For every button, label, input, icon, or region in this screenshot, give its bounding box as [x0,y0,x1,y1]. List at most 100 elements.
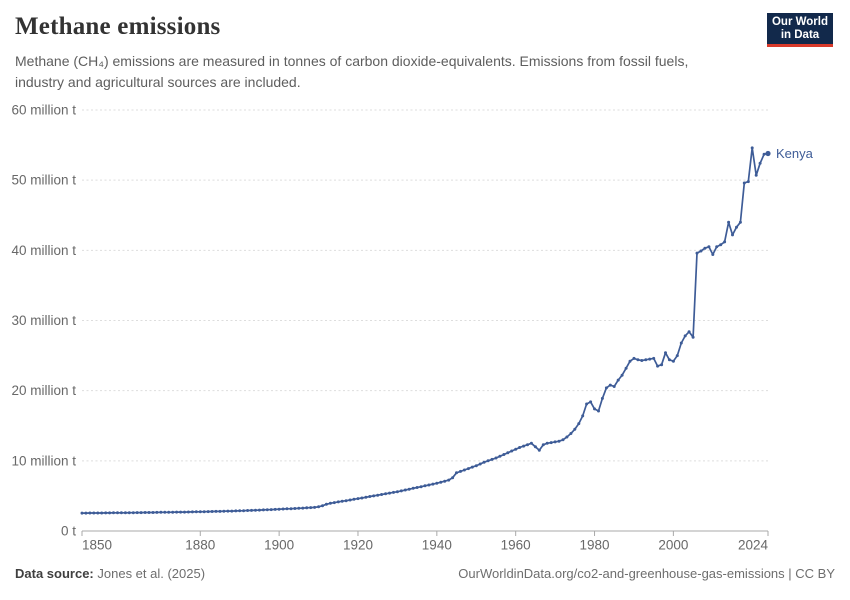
data-point [415,486,419,489]
data-point [529,441,533,445]
data-point [186,510,190,514]
y-tick-label: 60 million t [11,103,76,118]
data-point [553,440,557,444]
data-point [328,501,332,505]
data-point [108,511,112,515]
data-point [242,509,246,513]
data-point [336,500,340,504]
data-point [80,511,84,515]
data-point [715,245,719,249]
data-point [147,511,151,514]
data-point [443,479,447,483]
data-point [123,511,127,515]
data-point [281,507,285,511]
data-point [285,507,289,511]
data-point [309,506,313,510]
data-point [758,161,762,165]
data-point [470,465,474,469]
data-point [332,501,336,505]
data-point [671,359,675,363]
data-point [238,509,242,513]
data-point [719,243,723,247]
data-point [742,181,746,185]
data-point [399,489,403,493]
data-point [230,509,234,513]
data-point [214,509,218,513]
data-point [711,253,715,256]
data-point [395,490,399,494]
data-point [431,482,435,486]
data-point [435,481,439,485]
data-point [269,508,273,512]
data-point [644,358,648,362]
footer-url-license[interactable]: OurWorldinData.org/co2-and-greenhouse-ga… [458,566,835,581]
chart-subtitle-line2: industry and agricultural sources are in… [15,73,301,90]
data-point [198,510,202,514]
x-tick-label: 1920 [343,538,373,553]
data-point [600,396,604,400]
data-point [486,459,490,463]
data-point [526,443,529,447]
data-point [427,483,431,487]
y-tick-label: 40 million t [11,243,76,258]
data-point [514,447,518,451]
data-point [474,464,478,468]
data-point [155,510,159,514]
data-point [163,510,167,514]
data-point [561,438,565,442]
data-point [131,511,135,515]
data-point [313,505,317,509]
data-point [202,510,206,514]
data-point [384,492,388,496]
data-point [250,508,253,512]
data-point [589,400,593,404]
data-point [569,432,573,435]
data-point [695,251,699,255]
data-point [612,385,616,388]
data-point [679,341,683,345]
data-point [675,354,679,358]
data-point [750,146,754,150]
data-point [139,511,143,515]
chart-subtitle: Methane (CH₄) emissions are measured in … [15,51,755,92]
data-point [167,510,171,514]
data-point [297,506,301,510]
data-point [254,508,257,512]
data-point [581,414,585,418]
owid-logo[interactable]: Our World in Data [767,13,833,47]
data-point [183,510,186,514]
data-point [518,446,522,449]
data-point [462,468,466,472]
data-point [585,402,589,406]
data-point [317,505,321,509]
data-point [119,511,123,515]
data-point [522,444,526,448]
y-tick-label: 30 million t [11,313,76,328]
data-point [159,510,163,514]
data-point [691,335,695,339]
data-point [506,451,510,455]
data-point [388,491,391,495]
entity-label-kenya: Kenya [776,146,814,161]
series-line-kenya [82,147,769,514]
x-tick-label: 1880 [185,538,215,553]
data-point [762,152,766,156]
data-point [96,511,100,515]
data-point [482,460,486,464]
data-point [190,510,194,514]
data-point [218,509,222,513]
end-point [765,150,771,157]
data-point [84,511,88,515]
data-point [731,233,734,237]
data-point [151,511,155,514]
data-point [754,173,758,177]
data-point [277,507,281,511]
data-point [403,488,407,492]
data-point [88,511,92,515]
data-point [348,498,352,502]
x-tick-label: 1900 [264,538,294,553]
y-tick-label: 0 t [61,524,76,539]
data-point [380,493,384,496]
data-point [502,453,506,456]
data-point [498,454,502,458]
